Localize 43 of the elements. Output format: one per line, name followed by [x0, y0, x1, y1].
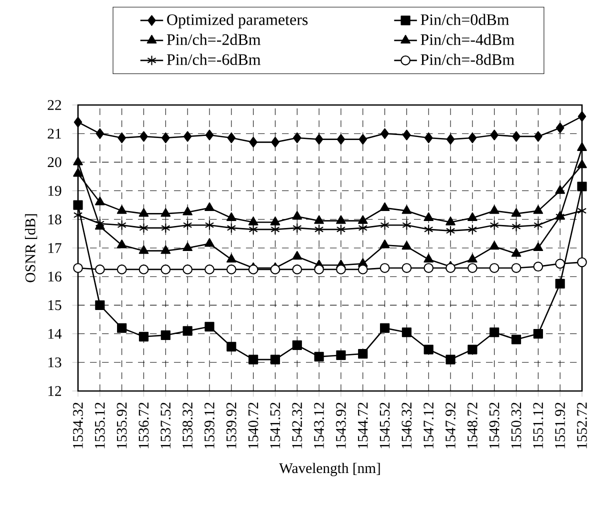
- y-tick-label: 12: [48, 386, 62, 396]
- x-tick-label: 1536.72: [138, 402, 149, 448]
- x-tick-label: 1540.72: [248, 402, 258, 448]
- y-tick-label: 19: [48, 186, 62, 196]
- y-axis-title: OSNR [dB]: [24, 214, 38, 282]
- legend-label: Pin/ch=-2dBm: [166, 34, 261, 46]
- x-tick-label: 1547.12: [424, 402, 434, 448]
- x-tick-label: 1535.12: [94, 402, 105, 448]
- x-axis-title: Wavelength [nm]: [279, 462, 380, 476]
- legend-label: Pin/ch=-6dBm: [166, 54, 261, 66]
- x-tick-label: 1550.32: [511, 402, 522, 448]
- x-tick-label: 1534.32: [73, 402, 83, 448]
- y-tick-label: 20: [48, 157, 62, 168]
- x-tick-label: 1543.92: [336, 402, 346, 448]
- x-tick-label: 1544.72: [358, 402, 368, 448]
- y-tick-label: 21: [48, 128, 61, 138]
- x-tick-label: 1543.12: [314, 402, 324, 448]
- x-tick-label: 1552.72: [577, 402, 587, 448]
- y-tick-label: 18: [48, 214, 62, 224]
- x-tick-label: 1549.52: [489, 402, 500, 448]
- x-tick-label: 1537.52: [160, 402, 171, 448]
- y-tick-label: 17: [48, 243, 62, 253]
- y-tick-label: 16: [48, 272, 62, 282]
- x-tick-label: 1539.12: [204, 402, 214, 448]
- y-tick-label: 15: [48, 300, 62, 310]
- legend-label: Pin/ch=-4dBm: [420, 34, 514, 46]
- x-tick-label: 1551.12: [533, 402, 544, 448]
- y-tick-label: 22: [48, 100, 62, 110]
- x-tick-label: 1542.32: [292, 402, 302, 448]
- x-tick-label: 1547.92: [446, 402, 456, 448]
- y-tick-label: 13: [48, 357, 62, 368]
- x-tick-label: 1539.92: [226, 402, 236, 448]
- x-tick-label: 1551.92: [555, 402, 566, 448]
- x-tick-label: 1545.52: [380, 402, 390, 448]
- legend-label: Optimized parameters: [167, 14, 308, 28]
- legend-label: Pin/ch=-8dBm: [420, 54, 514, 66]
- x-tick-label: 1541.52: [270, 402, 280, 448]
- x-tick-label: 1538.32: [182, 402, 193, 448]
- y-tick-label: 14: [48, 328, 62, 339]
- x-tick-label: 1548.72: [467, 402, 478, 448]
- x-tick-label: 1535.92: [116, 402, 127, 448]
- x-tick-label: 1546.32: [402, 402, 412, 448]
- legend-label: Pin/ch=0dBm: [420, 14, 510, 26]
